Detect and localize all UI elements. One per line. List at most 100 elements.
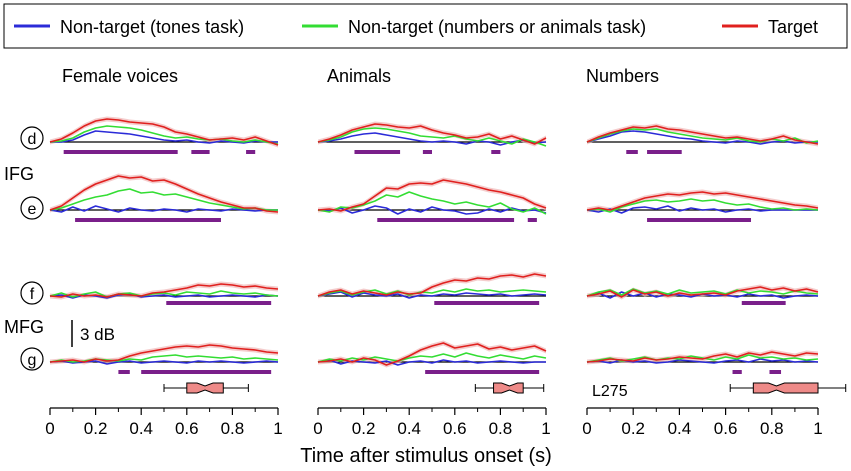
significance-bar [425,370,540,374]
x-tick-label: 0.8 [760,419,784,438]
series-line-target [586,191,819,211]
series-line-numbers-animals [586,128,819,144]
panel-f-animals [317,271,547,305]
row-label-d-text: d [28,131,37,148]
series-line-numbers-animals [586,288,819,297]
series-line-numbers-animals [317,352,547,363]
column-title-numbers: Numbers [586,66,659,86]
significance-bar [491,150,501,154]
series-line-tones [317,291,547,299]
latency-boxplots [163,382,847,394]
x-axis-animals: 0 0.2 0.4 0.6 0.8 1 [313,407,551,438]
boxplot-numbers [729,382,847,394]
legend-label-target: Target [768,17,818,37]
significance-bar [741,301,786,305]
series-line-target [49,118,279,146]
series-line-numbers-animals [49,290,279,298]
panel-g-numbers [586,349,819,374]
series-line-target [49,283,279,298]
series-line-target [586,125,819,145]
region-label-ifg: IFG [4,164,34,184]
boxplot-notched-box [493,382,524,394]
series-line-tones [49,205,278,213]
series-line-numbers-animals [317,127,547,147]
x-tick-label: 1 [813,419,822,438]
legend-label-numbers-animals: Non-target (numbers or animals task) [348,17,646,37]
x-tick-label: 0.2 [84,419,108,438]
row-label-f-text: f [30,286,35,303]
x-tick-label: 0.8 [489,419,513,438]
x-axis-female-voices: 0 0.2 0.4 0.6 0.8 1 [45,407,283,438]
significance-bar [75,218,221,222]
x-tick-label: 0.6 [175,419,199,438]
panel-g-animals [317,340,547,374]
x-tick-label: 1 [273,419,282,438]
x-tick-label: 0.4 [668,419,692,438]
x-axis-numbers: 0 0.2 0.4 0.6 0.8 1 [582,407,823,438]
significance-bar [166,301,272,305]
target-error-band [50,281,278,300]
x-axis-title: Time after stimulus onset (s) [300,445,552,467]
x-tick-label: 0.6 [443,419,467,438]
boxplot-notched-box [186,382,224,394]
series-line-tones [50,130,278,144]
significance-bar [354,150,401,154]
row-label-e-text: e [28,201,37,218]
significance-bar [626,150,638,154]
series-line-tones [586,205,818,214]
significance-bar [647,150,682,154]
significance-bar [769,370,782,374]
series-line-tones [317,205,547,215]
series-line-target [586,351,819,363]
series-line-numbers-animals [49,125,279,145]
x-tick-label: 0.8 [221,419,245,438]
target-error-band [587,123,818,147]
time-axes: 0 0.2 0.4 0.6 0.8 1 0 0.2 0.4 0.6 0.8 1 0 0.2 0.4 0.6 0.… [45,407,823,438]
panel-e-animals [317,177,547,222]
significance-bar [434,301,540,305]
scale-bar-label: 3 dB [80,325,115,344]
series-line-numbers-animals [317,191,547,215]
panel-e-numbers [586,189,819,222]
x-tick-label: 0.6 [714,419,738,438]
series-line-target [49,344,279,363]
column-title-female-voices: Female voices [62,66,178,86]
series-line-target [317,179,547,212]
x-tick-label: 1 [541,419,550,438]
row-label-f: f [20,281,44,305]
legend-label-tones: Non-target (tones task) [60,17,244,37]
legend: Non-target (tones task) Non-target (numb… [3,3,848,49]
series-line-target [317,273,547,297]
x-tick-label: 0.4 [397,419,421,438]
target-error-band [50,342,278,365]
x-tick-label: 0 [582,419,591,438]
row-label-d: d [20,126,44,150]
significance-bar [377,218,515,222]
significance-bar [246,150,256,154]
series-line-target [317,123,547,145]
significance-bar [141,370,272,374]
series-line-target [586,286,819,298]
legend-frame [3,3,848,49]
significance-bar [732,370,742,374]
panel-d-numbers [586,123,819,154]
row-label-g-text: g [28,352,37,369]
target-error-band [587,349,818,365]
x-tick-label: 0 [45,419,54,438]
x-tick-label: 0.2 [352,419,376,438]
column-title-animals: Animals [327,66,391,86]
series-line-tones [586,130,818,145]
significance-bar [647,218,752,222]
region-label-mfg: MFG [4,317,44,337]
series-line-numbers-animals [586,198,819,213]
series-line-numbers-animals [49,188,278,211]
panels [49,116,819,374]
boxplot-female-voices [163,382,249,394]
significance-bar [191,150,210,154]
panel-f-female-voices [49,281,279,305]
row-label-g: g [20,347,44,371]
x-tick-label: 0.2 [621,419,645,438]
boxplot-annotation-l275: L275 [592,383,628,400]
significance-bar [422,150,432,154]
